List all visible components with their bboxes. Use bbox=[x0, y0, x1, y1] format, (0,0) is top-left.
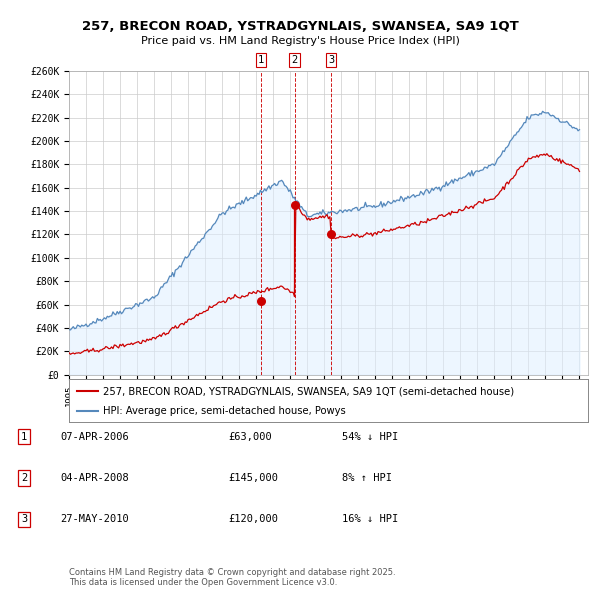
Text: 16% ↓ HPI: 16% ↓ HPI bbox=[342, 514, 398, 524]
Text: Price paid vs. HM Land Registry's House Price Index (HPI): Price paid vs. HM Land Registry's House … bbox=[140, 37, 460, 46]
Text: 2: 2 bbox=[292, 55, 298, 65]
Text: £63,000: £63,000 bbox=[228, 432, 272, 441]
Text: 257, BRECON ROAD, YSTRADGYNLAIS, SWANSEA, SA9 1QT: 257, BRECON ROAD, YSTRADGYNLAIS, SWANSEA… bbox=[82, 20, 518, 33]
Text: 3: 3 bbox=[21, 514, 27, 524]
Text: 3: 3 bbox=[328, 55, 334, 65]
Point bbox=[256, 296, 266, 306]
Text: 54% ↓ HPI: 54% ↓ HPI bbox=[342, 432, 398, 441]
Text: 2: 2 bbox=[21, 473, 27, 483]
Text: £120,000: £120,000 bbox=[228, 514, 278, 524]
Text: 1: 1 bbox=[257, 55, 264, 65]
Text: Contains HM Land Registry data © Crown copyright and database right 2025.
This d: Contains HM Land Registry data © Crown c… bbox=[69, 568, 395, 587]
Text: £145,000: £145,000 bbox=[228, 473, 278, 483]
Text: 04-APR-2008: 04-APR-2008 bbox=[60, 473, 129, 483]
Point bbox=[326, 230, 336, 239]
Text: HPI: Average price, semi-detached house, Powys: HPI: Average price, semi-detached house,… bbox=[103, 407, 346, 416]
Text: 1: 1 bbox=[21, 432, 27, 441]
Text: 07-APR-2006: 07-APR-2006 bbox=[60, 432, 129, 441]
Text: 257, BRECON ROAD, YSTRADGYNLAIS, SWANSEA, SA9 1QT (semi-detached house): 257, BRECON ROAD, YSTRADGYNLAIS, SWANSEA… bbox=[103, 386, 514, 396]
Text: 8% ↑ HPI: 8% ↑ HPI bbox=[342, 473, 392, 483]
Text: 27-MAY-2010: 27-MAY-2010 bbox=[60, 514, 129, 524]
Point bbox=[290, 201, 299, 210]
